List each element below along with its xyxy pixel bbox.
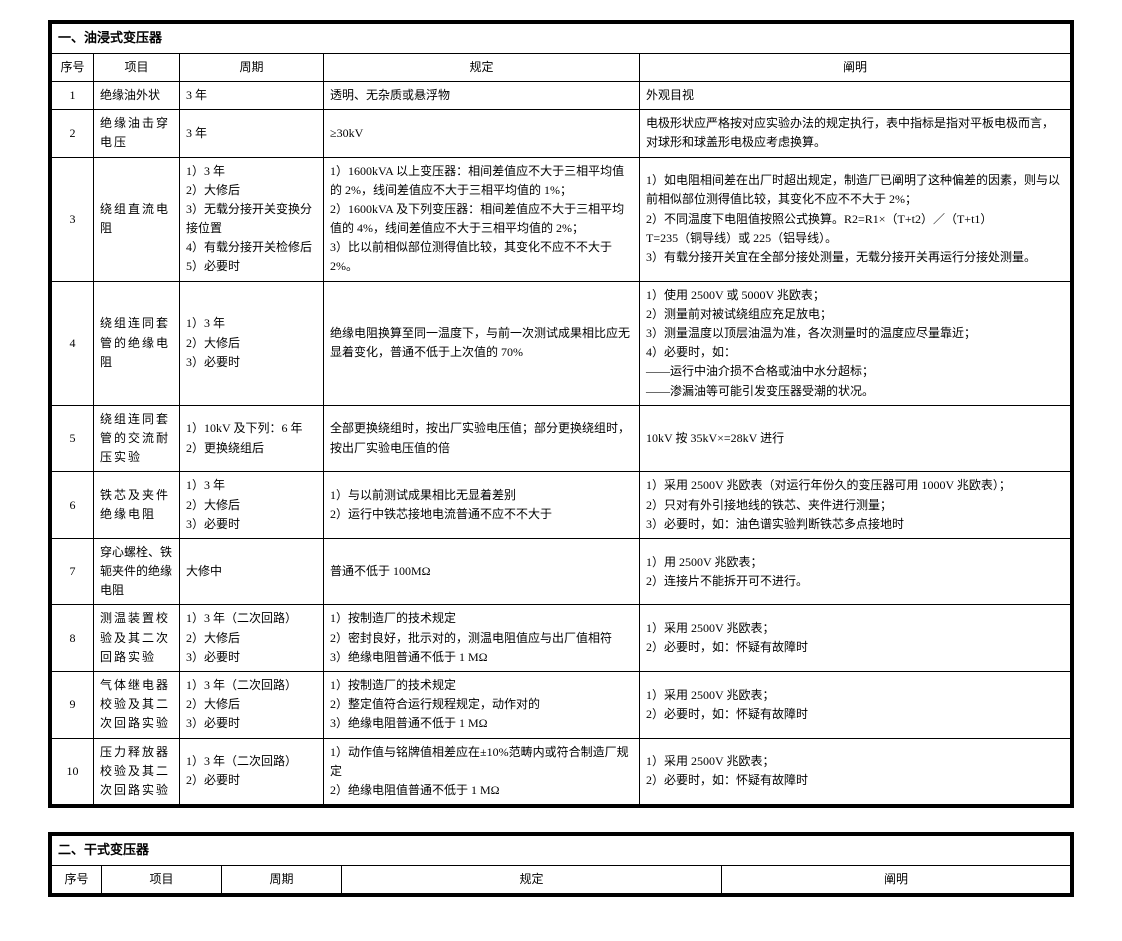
table1-h-seq: 序号 bbox=[52, 53, 94, 81]
cell-rule: 1）与以前测试成果相比无显着差别 2）运行中铁芯接地电流普通不应不不大于 bbox=[324, 472, 640, 539]
table-row: 9气体继电器校验及其二次回路实验1）3 年（二次回路） 2）大修后 3）必要时1… bbox=[52, 672, 1071, 739]
cell-seq: 4 bbox=[52, 281, 94, 405]
table-row: 6铁芯及夹件绝缘电阻1）3 年 2）大修后 3）必要时1）与以前测试成果相比无显… bbox=[52, 472, 1071, 539]
cell-seq: 2 bbox=[52, 110, 94, 157]
cell-period: 1）3 年 2）大修后 3）无载分接开关变换分接位置 4）有载分接开关检修后 5… bbox=[180, 157, 324, 281]
cell-item: 绝缘油击穿电压 bbox=[94, 110, 180, 157]
cell-seq: 10 bbox=[52, 738, 94, 805]
table-row: 2绝缘油击穿电压3 年≥30kV电极形状应严格按对应实验办法的规定执行，表中指标… bbox=[52, 110, 1071, 157]
cell-period: 1）10kV 及下列：6 年 2）更换绕组后 bbox=[180, 405, 324, 472]
cell-item: 绕组连同套管的绝缘电阻 bbox=[94, 281, 180, 405]
table-row: 1绝缘油外状3 年透明、无杂质或悬浮物外观目视 bbox=[52, 81, 1071, 109]
table2-h-note: 阐明 bbox=[722, 865, 1071, 893]
cell-note: 电极形状应严格按对应实验办法的规定执行，表中指标是指对平板电极而言，对球形和球盖… bbox=[640, 110, 1071, 157]
cell-item: 测温装置校验及其二次回路实验 bbox=[94, 605, 180, 672]
table2-h-seq: 序号 bbox=[52, 865, 102, 893]
cell-period: 3 年 bbox=[180, 81, 324, 109]
table1-h-rule: 规定 bbox=[324, 53, 640, 81]
table-row: 8测温装置校验及其二次回路实验1）3 年（二次回路） 2）大修后 3）必要时1）… bbox=[52, 605, 1071, 672]
cell-seq: 7 bbox=[52, 538, 94, 605]
table2-h-rule: 规定 bbox=[342, 865, 722, 893]
cell-note: 1）使用 2500V 或 5000V 兆欧表； 2）测量前对被试绕组应充足放电；… bbox=[640, 281, 1071, 405]
table2-container: 二、干式变压器 序号 项目 周期 规定 阐明 bbox=[48, 832, 1074, 897]
cell-seq: 3 bbox=[52, 157, 94, 281]
cell-item: 绕组直流电阻 bbox=[94, 157, 180, 281]
table-row: 4绕组连同套管的绝缘电阻1）3 年 2）大修后 3）必要时绝缘电阻换算至同一温度… bbox=[52, 281, 1071, 405]
cell-period: 1）3 年（二次回路） 2）大修后 3）必要时 bbox=[180, 672, 324, 739]
cell-rule: 1）动作值与铭牌值相差应在±10%范畴内或符合制造厂规定 2）绝缘电阻值普通不低… bbox=[324, 738, 640, 805]
table1-title: 一、油浸式变压器 bbox=[52, 24, 1071, 54]
cell-note: 1）采用 2500V 兆欧表（对运行年份久的变压器可用 1000V 兆欧表）； … bbox=[640, 472, 1071, 539]
table2-title: 二、干式变压器 bbox=[52, 836, 1071, 866]
cell-item: 绝缘油外状 bbox=[94, 81, 180, 109]
cell-rule: 普通不低于 100MΩ bbox=[324, 538, 640, 605]
cell-seq: 9 bbox=[52, 672, 94, 739]
table1-title-row: 一、油浸式变压器 bbox=[52, 24, 1071, 54]
cell-period: 1）3 年（二次回路） 2）大修后 3）必要时 bbox=[180, 605, 324, 672]
cell-period: 大修中 bbox=[180, 538, 324, 605]
cell-period: 3 年 bbox=[180, 110, 324, 157]
cell-note: 1）采用 2500V 兆欧表； 2）必要时，如：怀疑有故障时 bbox=[640, 605, 1071, 672]
cell-seq: 5 bbox=[52, 405, 94, 472]
table2-h-item: 项目 bbox=[102, 865, 222, 893]
cell-item: 压力释放器校验及其二次回路实验 bbox=[94, 738, 180, 805]
cell-item: 铁芯及夹件绝缘电阻 bbox=[94, 472, 180, 539]
cell-note: 1）采用 2500V 兆欧表； 2）必要时，如：怀疑有故障时 bbox=[640, 672, 1071, 739]
table2-h-period: 周期 bbox=[222, 865, 342, 893]
cell-note: 1）如电阻相间差在出厂时超出规定，制造厂已阐明了这种偏差的因素，则与以前相似部位… bbox=[640, 157, 1071, 281]
cell-rule: 1）按制造厂的技术规定 2）密封良好，批示对的，测温电阻值应与出厂值相符 3）绝… bbox=[324, 605, 640, 672]
cell-seq: 1 bbox=[52, 81, 94, 109]
table-row: 7穿心螺栓、铁轭夹件的绝缘电阻大修中普通不低于 100MΩ1）用 2500V 兆… bbox=[52, 538, 1071, 605]
cell-note: 外观目视 bbox=[640, 81, 1071, 109]
cell-period: 1）3 年 2）大修后 3）必要时 bbox=[180, 281, 324, 405]
cell-rule: 绝缘电阻换算至同一温度下，与前一次测试成果相比应无显着变化，普通不低于上次值的 … bbox=[324, 281, 640, 405]
cell-rule: 1）按制造厂的技术规定 2）整定值符合运行规程规定，动作对的 3）绝缘电阻普通不… bbox=[324, 672, 640, 739]
cell-item: 穿心螺栓、铁轭夹件的绝缘电阻 bbox=[94, 538, 180, 605]
cell-period: 1）3 年（二次回路） 2）必要时 bbox=[180, 738, 324, 805]
cell-seq: 6 bbox=[52, 472, 94, 539]
table1-h-period: 周期 bbox=[180, 53, 324, 81]
cell-item: 绕组连同套管的交流耐压实验 bbox=[94, 405, 180, 472]
table2: 二、干式变压器 序号 项目 周期 规定 阐明 bbox=[51, 835, 1071, 894]
table1-header-row: 序号 项目 周期 规定 阐明 bbox=[52, 53, 1071, 81]
cell-item: 气体继电器校验及其二次回路实验 bbox=[94, 672, 180, 739]
table1-container: 一、油浸式变压器 序号 项目 周期 规定 阐明 1绝缘油外状3 年透明、无杂质或… bbox=[48, 20, 1074, 808]
cell-note: 1）采用 2500V 兆欧表； 2）必要时，如：怀疑有故障时 bbox=[640, 738, 1071, 805]
cell-rule: 1）1600kVA 以上变压器：相间差值应不大于三相平均值的 2%，线间差值应不… bbox=[324, 157, 640, 281]
table2-header-row: 序号 项目 周期 规定 阐明 bbox=[52, 865, 1071, 893]
table-row: 10压力释放器校验及其二次回路实验1）3 年（二次回路） 2）必要时1）动作值与… bbox=[52, 738, 1071, 805]
table1: 一、油浸式变压器 序号 项目 周期 规定 阐明 1绝缘油外状3 年透明、无杂质或… bbox=[51, 23, 1071, 805]
table2-title-row: 二、干式变压器 bbox=[52, 836, 1071, 866]
cell-seq: 8 bbox=[52, 605, 94, 672]
cell-note: 10kV 按 35kV×=28kV 进行 bbox=[640, 405, 1071, 472]
cell-rule: 透明、无杂质或悬浮物 bbox=[324, 81, 640, 109]
table-row: 3绕组直流电阻1）3 年 2）大修后 3）无载分接开关变换分接位置 4）有载分接… bbox=[52, 157, 1071, 281]
table1-h-note: 阐明 bbox=[640, 53, 1071, 81]
table-row: 5绕组连同套管的交流耐压实验1）10kV 及下列：6 年 2）更换绕组后全部更换… bbox=[52, 405, 1071, 472]
cell-rule: 全部更换绕组时，按出厂实验电压值；部分更换绕组时，按出厂实验电压值的倍 bbox=[324, 405, 640, 472]
cell-rule: ≥30kV bbox=[324, 110, 640, 157]
cell-period: 1）3 年 2）大修后 3）必要时 bbox=[180, 472, 324, 539]
cell-note: 1）用 2500V 兆欧表； 2）连接片不能拆开可不进行。 bbox=[640, 538, 1071, 605]
table1-h-item: 项目 bbox=[94, 53, 180, 81]
